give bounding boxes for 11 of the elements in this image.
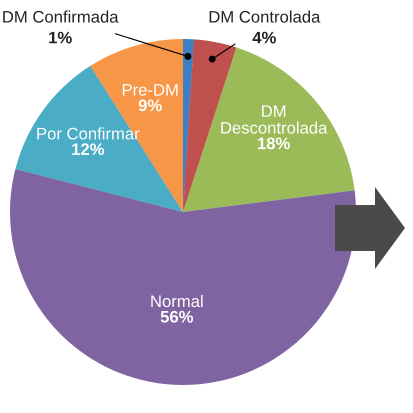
data-label: 9% (138, 99, 162, 112)
slice-label: DM Confirmada (3, 10, 119, 23)
slice-label: Normal (151, 294, 203, 308)
slice-label: DM Controlada (210, 10, 320, 23)
slice-label: DM Descontrolada (221, 105, 328, 134)
data-label: 18% (258, 137, 290, 150)
data-label: 12% (72, 143, 104, 156)
data-label: 1% (49, 32, 72, 44)
data-label: 56% (160, 310, 194, 323)
data-label: 4% (252, 32, 276, 44)
slice-label: Pre-DM (122, 84, 178, 96)
